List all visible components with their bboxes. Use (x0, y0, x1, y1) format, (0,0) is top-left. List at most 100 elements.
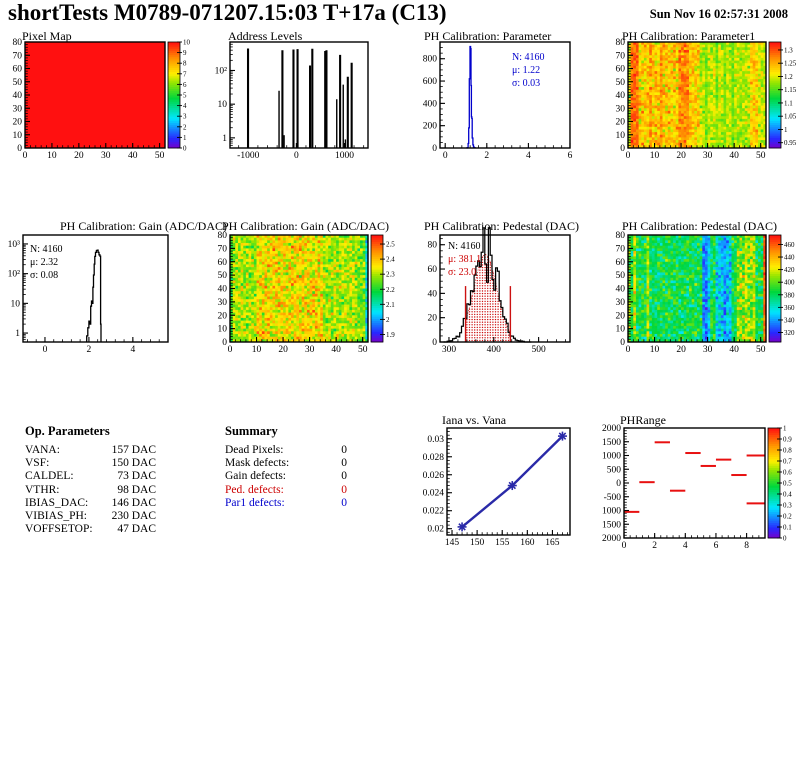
param-label: VSF: (25, 457, 50, 470)
svg-text:80: 80 (616, 38, 626, 48)
svg-text:2: 2 (386, 316, 390, 324)
svg-text:20: 20 (13, 118, 23, 128)
param-label: VOFFSETOP: (25, 523, 93, 536)
timestamp: Sun Nov 16 02:57:31 2008 (649, 7, 788, 21)
svg-text:10³: 10³ (8, 240, 21, 250)
summary-value: 0 (341, 444, 347, 456)
iana-vana-plot: 145 150 155 160 1650.020.0220.0240.0260.0280… (423, 427, 571, 548)
svg-text:10: 10 (47, 151, 57, 161)
svg-text:800: 800 (423, 55, 438, 65)
svg-text:1.9: 1.9 (386, 331, 395, 339)
summary-row: Par1 defects: 0 (225, 497, 347, 510)
summary-label: Dead Pixels: (225, 444, 284, 456)
param-label: VANA: (25, 444, 60, 456)
svg-text:0: 0 (17, 144, 22, 154)
svg-text:N: 4160: N: 4160 (30, 244, 63, 255)
summary-heading: Summary (225, 424, 278, 438)
svg-text:1.05: 1.05 (784, 113, 796, 121)
svg-text:40: 40 (13, 91, 23, 101)
plot-title: PH Calibration: Parameter1 (622, 29, 756, 43)
svg-text:70: 70 (616, 51, 626, 61)
summary-label: Gain defects: (225, 470, 286, 483)
summary-row: Gain defects: 0 (225, 470, 347, 483)
svg-text:50: 50 (13, 78, 23, 88)
svg-text:40: 40 (331, 345, 341, 355)
plot-title: PH Calibration: Gain (ADC/DAC) (222, 219, 389, 233)
plot-title: PH Calibration: Gain (ADC/DAC) (60, 219, 227, 233)
svg-text:1.25: 1.25 (784, 60, 796, 68)
svg-text:8: 8 (183, 60, 187, 68)
panel-gain-hist: PH Calibration: Gain (ADC/DAC) 0 2 4 1 10 10²… (0, 218, 227, 358)
svg-text:10: 10 (218, 100, 228, 110)
svg-text:0: 0 (432, 144, 437, 154)
pedestal-map-plot: 0 10 20 30 40 5001020304050607080460440420400… (616, 231, 796, 355)
svg-text:1: 1 (15, 329, 20, 339)
svg-text:20: 20 (74, 151, 84, 161)
svg-text:4: 4 (130, 345, 135, 355)
svg-text:20: 20 (616, 118, 626, 128)
svg-text:60: 60 (13, 65, 23, 75)
svg-text:80: 80 (13, 38, 23, 48)
panel-op-parameters: Op. Parameters VANA: 157 DAC VSF: 150 DAC … (0, 406, 204, 556)
svg-text:0: 0 (183, 145, 187, 153)
ph-parameter-plot: 0 2 4 6 0 200 400 600 800 N: 4160 μ: 1.22 σ: 0.03 (423, 41, 573, 161)
svg-text:200: 200 (423, 122, 438, 132)
svg-text:-1000: -1000 (237, 151, 259, 161)
svg-text:4: 4 (526, 151, 531, 161)
svg-text:σ: 0.03: σ: 0.03 (512, 78, 540, 89)
panel-gain-map: PH Calibration: Gain (ADC/DAC) 0 10 20 30 40… (204, 218, 408, 358)
svg-text:2.2: 2.2 (386, 286, 395, 294)
svg-text:10: 10 (650, 151, 660, 161)
svg-text:1.3: 1.3 (784, 46, 793, 54)
svg-text:0.95: 0.95 (784, 139, 796, 147)
panel-ph-parameter: PH Calibration: Parameter 0 2 4 6 0 200 400 600… (408, 28, 592, 162)
svg-text:10: 10 (218, 325, 228, 335)
param-row: VIBIAS_PH: 230 DAC (25, 510, 156, 523)
svg-text:60: 60 (616, 65, 626, 75)
svg-text:0: 0 (222, 338, 227, 348)
svg-text:0: 0 (443, 151, 448, 161)
param-value: 150 DAC (111, 457, 156, 470)
summary-label: Mask defects: (225, 457, 290, 470)
svg-text:70: 70 (218, 244, 228, 254)
svg-text:0: 0 (43, 345, 48, 355)
svg-text:4: 4 (183, 102, 187, 110)
svg-text:10²: 10² (8, 270, 21, 280)
svg-text:70: 70 (13, 51, 23, 61)
svg-text:μ: 1.22: μ: 1.22 (512, 65, 540, 76)
svg-text:0: 0 (228, 345, 233, 355)
svg-text:2.1: 2.1 (386, 301, 395, 309)
param-row: VANA: 157 DAC (25, 444, 156, 457)
panel-summary: Summary Dead Pixels: 0 Mask defects: 0 Gai… (204, 406, 408, 556)
svg-text:5: 5 (183, 92, 187, 100)
svg-text:1.15: 1.15 (784, 86, 796, 94)
svg-text:σ: 0.08: σ: 0.08 (30, 270, 58, 281)
summary-row: Ped. defects: 0 (225, 484, 347, 497)
svg-text:3: 3 (183, 113, 187, 121)
param-value: 157 DAC (111, 444, 156, 456)
summary-value: 0 (341, 470, 347, 483)
svg-text:1: 1 (183, 134, 187, 142)
summary-row: Dead Pixels: 0 (225, 444, 347, 457)
param-row: IBIAS_DAC: 146 DAC (25, 497, 156, 510)
plot-title: Iana vs. Vana (442, 413, 507, 427)
summary-value: 0 (341, 496, 347, 509)
svg-text:30: 30 (703, 151, 713, 161)
svg-text:10: 10 (252, 345, 262, 355)
svg-text:1: 1 (784, 126, 788, 134)
ph-parameter1-map-plot: 0 10 20 30 40 50010203040506070801.31.251.21.… (616, 38, 796, 161)
svg-text:30: 30 (13, 104, 23, 114)
svg-text:80: 80 (218, 231, 228, 241)
svg-text:30: 30 (101, 151, 111, 161)
svg-text:10: 10 (616, 131, 626, 141)
svg-text:50: 50 (218, 271, 228, 281)
panel-iana-vana: Iana vs. Vana 145 150 155 160 165 0.02 0.022 0.… (408, 406, 592, 556)
svg-text:2: 2 (183, 123, 187, 131)
svg-text:0: 0 (620, 144, 625, 154)
svg-text:30: 30 (616, 104, 626, 114)
summary-label: Par1 defects: (225, 496, 285, 509)
svg-text:0: 0 (626, 151, 631, 161)
svg-text:2.4: 2.4 (386, 256, 395, 264)
panel-phrange: PHRange 0 2 4 6 8 2000 1500 1000 500 0 -500 1000 150… (592, 406, 796, 556)
